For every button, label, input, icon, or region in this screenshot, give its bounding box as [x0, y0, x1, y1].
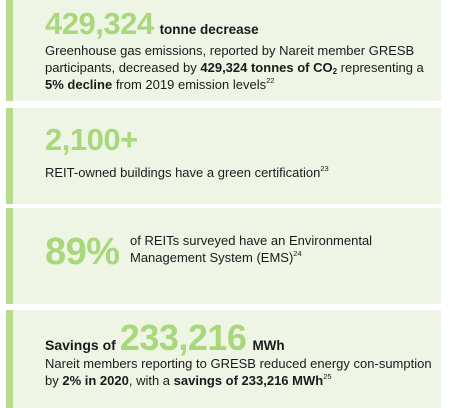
emissions-bold-a: 429,324 tonnes of CO2 — [200, 60, 338, 76]
stat-card-emissions: 429,324 tonne decrease Greenhouse gas emi… — [6, 0, 441, 101]
savings-bold-b: savings of 233,216 MWh — [173, 373, 324, 388]
stat-card-certification: 2,100+ REIT-owned buildings have a green… — [6, 108, 441, 204]
stat-card-ems: 89% of REITs surveyed have an Environmen… — [6, 208, 441, 304]
co2-subscript: 2 — [332, 67, 338, 76]
ems-description: of REITs surveyed have an Environmental … — [130, 232, 430, 266]
savings-figure: 233,216 — [119, 317, 247, 358]
savings-bold-a: 2% in 2020 — [62, 373, 129, 388]
certification-text: REIT-owned buildings have a green certif… — [45, 165, 321, 180]
emissions-headline: 429,324 tonne decrease — [45, 8, 259, 39]
emissions-text-a: Greenhouse gas emissions, reported by Na… — [45, 43, 415, 75]
savings-text-a: Nareit members reporting to GRESB reduce… — [45, 356, 432, 388]
stat-card-energy-savings: Savings of 233,216 MWh Nareit members repo… — [6, 310, 441, 408]
savings-footnote-ref: 25 — [323, 372, 332, 381]
savings-unit: MWh — [252, 338, 285, 353]
emissions-description: Greenhouse gas emissions, reported by Na… — [45, 42, 437, 93]
ems-figure: 89% — [45, 231, 120, 273]
ems-footnote-ref: 24 — [293, 249, 302, 258]
savings-lead: Savings of — [45, 337, 116, 353]
emissions-text-b: representing a — [337, 60, 424, 75]
certification-figure: 2,100+ — [45, 122, 138, 157]
emissions-bold-b: 5% decline — [45, 77, 113, 92]
emissions-bold-a-text: 429,324 tonnes of CO — [200, 60, 333, 75]
emissions-unit: tonne decrease — [159, 22, 259, 37]
emissions-figure: 429,324 — [45, 6, 154, 41]
savings-text-b: , with a — [128, 373, 174, 388]
savings-headline: Savings of 233,216 MWh — [45, 320, 285, 356]
certification-description: REIT-owned buildings have a green certif… — [45, 164, 437, 181]
emissions-text-c: from 2019 emission levels — [112, 77, 267, 92]
savings-description: Nareit members reporting to GRESB reduce… — [45, 355, 441, 389]
ems-text: of REITs surveyed have an Environmental … — [130, 233, 373, 265]
emissions-footnote-ref: 22 — [266, 76, 275, 85]
certification-footnote-ref: 23 — [320, 164, 329, 173]
